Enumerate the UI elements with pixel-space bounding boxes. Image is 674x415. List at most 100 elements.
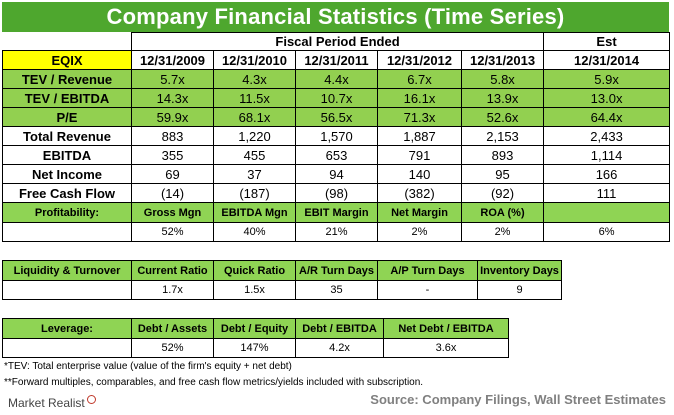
table-cell: 5.7x bbox=[131, 69, 214, 89]
liquidity-label: Liquidity & Turnover bbox=[2, 260, 132, 281]
profitability-header: ROA (%) bbox=[460, 202, 545, 223]
table-cell: 1,114 bbox=[543, 145, 671, 165]
table-cell: 1,887 bbox=[377, 126, 462, 146]
table-cell: 9 bbox=[477, 280, 562, 300]
row-label: Total Revenue bbox=[2, 126, 132, 146]
table-cell: 4.3x bbox=[213, 69, 296, 89]
magnifier-icon bbox=[86, 395, 96, 404]
row-label: TEV / EBITDA bbox=[2, 88, 132, 108]
table-cell: 4.2x bbox=[295, 338, 384, 358]
leverage-header: Debt / Equity bbox=[213, 318, 296, 339]
table-cell: 16.1x bbox=[377, 88, 462, 108]
liquidity-header: A/R Turn Days bbox=[295, 260, 378, 281]
table-cell: 52.6x bbox=[460, 107, 545, 127]
period-header: 12/31/2011 bbox=[295, 50, 378, 70]
period-header: 12/31/2012 bbox=[377, 50, 462, 70]
table-cell: 140 bbox=[377, 164, 462, 184]
table-cell: 2,153 bbox=[460, 126, 545, 146]
table-cell: 111 bbox=[543, 183, 671, 203]
leverage-label: Leverage: bbox=[2, 318, 132, 339]
row-label: EBITDA bbox=[2, 145, 132, 165]
period-header: 12/31/2010 bbox=[213, 50, 296, 70]
leverage-header: Net Debt / EBITDA bbox=[383, 318, 509, 339]
table-cell: 13.0x bbox=[543, 88, 671, 108]
table-row: Total Revenue 883 1,220 1,570 1,887 2,15… bbox=[2, 126, 671, 146]
table-cell: 35 bbox=[295, 280, 378, 300]
table-cell: 355 bbox=[131, 145, 214, 165]
table-row: TEV / EBITDA 14.3x 11.5x 10.7x 16.1x 13.… bbox=[2, 88, 671, 108]
table-cell: 147% bbox=[213, 338, 296, 358]
table-cell: 14.3x bbox=[131, 88, 214, 108]
period-header: 12/31/2014 bbox=[543, 50, 671, 70]
row-label: Free Cash Flow bbox=[2, 183, 132, 203]
table-cell: 1.7x bbox=[131, 280, 214, 300]
table-cell: 5.8x bbox=[460, 69, 545, 89]
table-cell: 883 bbox=[131, 126, 214, 146]
table-cell: 2% bbox=[460, 222, 545, 242]
table-row: P/E 59.9x 68.1x 56.5x 71.3x 52.6x 64.4x bbox=[2, 107, 671, 127]
financial-table: Fiscal Period Ended Est EQIX 12/31/2009 … bbox=[2, 32, 671, 242]
source-note: Source: Company Filings, Wall Street Est… bbox=[370, 392, 666, 407]
table-row: TEV / Revenue 5.7x 4.3x 4.4x 6.7x 5.8x 5… bbox=[2, 69, 671, 89]
table-cell: 3.6x bbox=[383, 338, 509, 358]
logo-text: Market Realist bbox=[8, 396, 85, 410]
table-cell: 4.4x bbox=[295, 69, 378, 89]
profitability-header: EBITDA Mgn bbox=[213, 202, 296, 223]
page-title: Company Financial Statistics (Time Serie… bbox=[2, 2, 669, 32]
period-header: 12/31/2009 bbox=[131, 50, 214, 70]
forward-footnote: **Forward multiples, comparables, and fr… bbox=[4, 377, 424, 388]
liquidity-blank bbox=[2, 280, 132, 300]
leverage-blank bbox=[2, 338, 132, 358]
table-cell: 653 bbox=[295, 145, 378, 165]
table-cell: 95 bbox=[460, 164, 545, 184]
table-cell: 166 bbox=[543, 164, 671, 184]
table-cell: 40% bbox=[213, 222, 296, 242]
table-cell: - bbox=[377, 280, 478, 300]
table-cell: 893 bbox=[460, 145, 545, 165]
table-cell: (14) bbox=[131, 183, 214, 203]
table-cell: 10.7x bbox=[295, 88, 378, 108]
row-label: P/E bbox=[2, 107, 132, 127]
table-cell: (98) bbox=[295, 183, 378, 203]
liquidity-header: Current Ratio bbox=[131, 260, 214, 281]
table-cell: 1.5x bbox=[213, 280, 296, 300]
table-cell: 1,570 bbox=[295, 126, 378, 146]
table-cell: 455 bbox=[213, 145, 296, 165]
period-header: 12/31/2013 bbox=[460, 50, 545, 70]
table-cell: 94 bbox=[295, 164, 378, 184]
profitability-header: Net Margin bbox=[377, 202, 462, 223]
table-cell: 37 bbox=[213, 164, 296, 184]
leverage-header: Debt / Assets bbox=[131, 318, 214, 339]
table-cell: 6% bbox=[543, 222, 671, 242]
profitability-header: EBIT Margin bbox=[295, 202, 378, 223]
table-cell: 11.5x bbox=[213, 88, 296, 108]
table-cell: 71.3x bbox=[377, 107, 462, 127]
table-cell: 52% bbox=[131, 338, 214, 358]
tev-footnote: *TEV: Total enterprise value (value of t… bbox=[4, 361, 292, 372]
header-blank bbox=[3, 33, 132, 51]
table-cell: 21% bbox=[295, 222, 378, 242]
fiscal-period-header: Fiscal Period Ended bbox=[130, 32, 545, 51]
table-cell: 5.9x bbox=[543, 69, 671, 89]
liquidity-header: A/P Turn Days bbox=[377, 260, 478, 281]
leverage-table: Leverage: Debt / Assets Debt / Equity De… bbox=[2, 318, 509, 358]
profitability-blank bbox=[2, 222, 132, 242]
table-cell: 64.4x bbox=[543, 107, 671, 127]
table-cell: (382) bbox=[377, 183, 462, 203]
est-header: Est bbox=[543, 32, 671, 51]
table-cell: 2% bbox=[377, 222, 462, 242]
liquidity-header: Inventory Days bbox=[477, 260, 562, 281]
table-cell: 791 bbox=[377, 145, 462, 165]
table-row: Free Cash Flow (14) (187) (98) (382) (92… bbox=[2, 183, 671, 203]
liquidity-header: Quick Ratio bbox=[213, 260, 296, 281]
table-row: Net Income 69 37 94 140 95 166 bbox=[2, 164, 671, 184]
row-label: Net Income bbox=[2, 164, 132, 184]
table-row: EBITDA 355 455 653 791 893 1,114 bbox=[2, 145, 671, 165]
table-cell: 13.9x bbox=[460, 88, 545, 108]
liquidity-table: Liquidity & Turnover Current Ratio Quick… bbox=[2, 260, 562, 300]
row-label: TEV / Revenue bbox=[2, 69, 132, 89]
table-cell: 69 bbox=[131, 164, 214, 184]
table-cell: (92) bbox=[460, 183, 545, 203]
table-cell: 56.5x bbox=[295, 107, 378, 127]
table-cell: 2,433 bbox=[543, 126, 671, 146]
